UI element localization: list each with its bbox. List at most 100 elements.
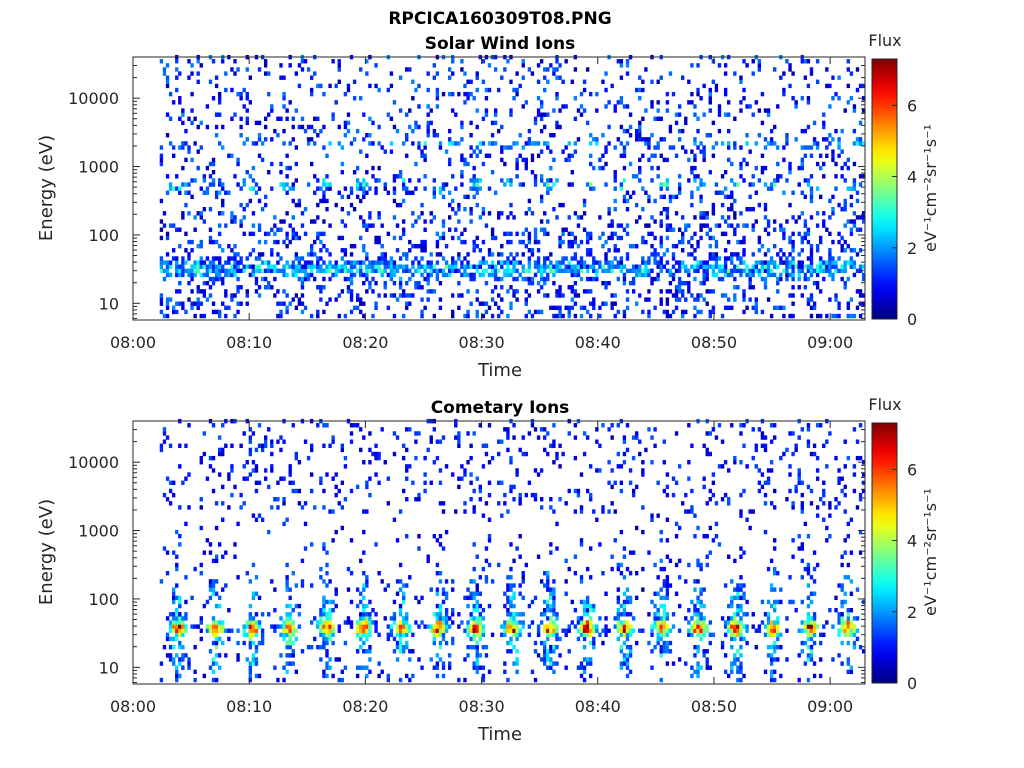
spectrogram-cell [582, 87, 587, 93]
spectrogram-cell [438, 186, 443, 191]
spectrogram-cell [766, 248, 771, 253]
spectrogram-cell [852, 161, 857, 167]
spectrogram-cell [481, 256, 486, 261]
spectrogram-cell [187, 268, 191, 274]
spectrogram-cell [469, 497, 473, 502]
spectrogram-cell [270, 227, 274, 232]
spectrogram-cell [656, 636, 660, 642]
spectrogram-cell [739, 79, 743, 85]
spectrogram-cell [644, 223, 648, 228]
spectrogram-cell [291, 297, 295, 302]
spectrogram-cell [585, 231, 590, 237]
spectrogram-cell [217, 309, 222, 315]
spectrogram-cell [355, 620, 360, 625]
spectrogram-cell [417, 215, 421, 220]
spectrogram-cell [334, 272, 338, 278]
spectrogram-cell [371, 165, 375, 171]
spectrogram-cell [294, 628, 299, 633]
spectrogram-cell [368, 476, 372, 481]
spectrogram-cell [576, 272, 581, 278]
spectrogram-cell [408, 268, 412, 274]
spectrogram-cell [217, 653, 222, 658]
spectrogram-cell [589, 248, 593, 253]
spectrogram-cell [720, 264, 725, 269]
spectrogram-cell [650, 632, 654, 638]
spectrogram-cell [567, 264, 571, 269]
spectrogram-cell [506, 587, 510, 592]
spectrogram-cell [521, 612, 525, 617]
spectrogram-cell [386, 583, 391, 588]
spectrogram-cell [812, 137, 817, 142]
spectrogram-cell [727, 603, 731, 609]
spectrogram-cell [539, 276, 544, 282]
spectrogram-cell [438, 624, 443, 629]
spectrogram-cell [613, 624, 617, 629]
spectrogram-cell [696, 620, 700, 625]
spectrogram-cell [438, 280, 443, 286]
spectrogram-cell [398, 587, 403, 592]
spectrogram-cell [558, 653, 562, 658]
spectrogram-cell [549, 542, 553, 547]
spectrogram-cell [380, 268, 384, 274]
spectrogram-cell [536, 472, 541, 477]
spectrogram-cell [279, 227, 283, 232]
spectrogram-cell [500, 178, 504, 183]
spectrogram-cell [791, 231, 795, 237]
spectrogram-cell [543, 276, 547, 282]
spectrogram-cell [546, 587, 550, 592]
spectrogram-cell [616, 309, 620, 315]
spectrogram-cell [696, 665, 700, 670]
spectrogram-cell [469, 595, 473, 601]
spectrogram-cell [727, 223, 731, 228]
spectrogram-cell [343, 268, 348, 274]
spectrogram-cell [211, 640, 216, 646]
spectrogram-cell [472, 165, 476, 171]
spectrogram-cell [288, 661, 292, 666]
spectrogram-cell [549, 252, 553, 257]
spectrogram-cell [760, 268, 765, 274]
spectrogram-cell [490, 252, 495, 257]
spectrogram-cell [438, 632, 443, 638]
spectrogram-cell [549, 260, 553, 265]
spectrogram-cell [217, 665, 222, 670]
spectrogram-cell [395, 579, 400, 584]
spectrogram-cell [714, 435, 719, 440]
spectrogram-cell [723, 170, 728, 175]
spectrogram-cell [248, 427, 253, 432]
spectrogram-cell [518, 492, 522, 498]
spectrogram-cell [582, 657, 587, 662]
spectrogram-cell [846, 157, 850, 163]
spectrogram-cell [638, 124, 642, 130]
spectrogram-cell [349, 260, 354, 265]
spectrogram-cell [751, 71, 755, 76]
spectrogram-cell [334, 100, 338, 105]
spectrogram-cell [184, 628, 188, 633]
spectrogram-cell [622, 313, 627, 319]
spectrogram-cell [595, 624, 599, 629]
spectrogram-cell [178, 620, 182, 625]
spectrogram-cell [405, 468, 409, 473]
spectrogram-cell [254, 141, 259, 146]
spectrogram-cell [368, 616, 372, 621]
spectrogram-cell [328, 620, 332, 625]
spectrogram-cell [500, 439, 504, 444]
spectrogram-cell [398, 75, 403, 80]
spectrogram-cell [687, 272, 691, 278]
spectrogram-cell [493, 190, 498, 195]
spectrogram-cell [159, 153, 164, 158]
spectrogram-cell [328, 297, 332, 302]
spectrogram-cell [745, 161, 749, 167]
spectrogram-cell [622, 272, 627, 278]
spectrogram-cell [460, 153, 464, 158]
spectrogram-cell [460, 67, 464, 72]
spectrogram-cell [736, 264, 740, 269]
spectrogram-cell [730, 190, 734, 195]
spectrogram-cell [331, 476, 335, 481]
spectrogram-cell [208, 587, 213, 592]
spectrogram-cell [165, 297, 170, 302]
spectrogram-cell [650, 460, 654, 465]
spectrogram-cell [297, 256, 302, 261]
spectrogram-cell [641, 116, 645, 121]
spectrogram-cell [263, 63, 268, 68]
spectrogram-cell [478, 620, 482, 625]
